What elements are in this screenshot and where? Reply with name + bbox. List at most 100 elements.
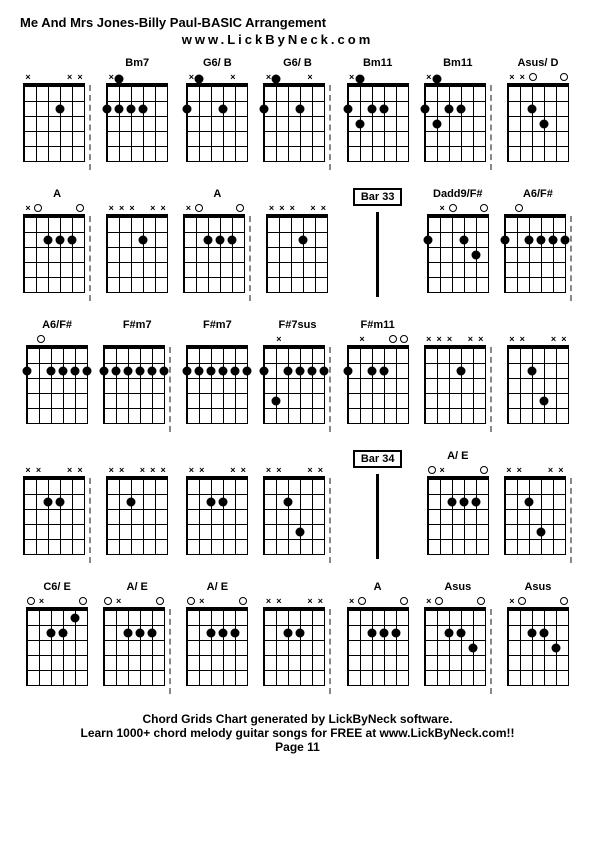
chord-chart-container: ×××Bm7×G6/ B××G6/ B××Bm11×Bm11×Asus/ D××… xyxy=(20,57,575,694)
fretboard xyxy=(504,476,566,555)
string-marker xyxy=(400,597,408,607)
finger-dot xyxy=(183,104,192,113)
string-marker xyxy=(296,335,304,345)
finger-dot xyxy=(456,628,465,637)
string-markers: ×××× xyxy=(263,597,325,607)
chord-diagram: × xyxy=(23,204,85,293)
finger-dot xyxy=(148,366,157,375)
string-marker xyxy=(469,204,477,214)
phrase-separator xyxy=(249,216,251,301)
string-marker xyxy=(428,466,436,476)
finger-dot xyxy=(195,74,204,83)
chord-diagram: ×××× xyxy=(263,597,325,686)
string-marker: × xyxy=(348,597,356,607)
chord-diagram: ×××× xyxy=(186,466,248,555)
phrase-separator xyxy=(490,85,492,170)
fretboard xyxy=(26,345,88,424)
finger-dot xyxy=(296,104,305,113)
finger-dot xyxy=(355,119,364,128)
phrase-separator xyxy=(329,85,331,170)
chord-cell: A/ E× xyxy=(180,581,254,694)
chord-diagram: ××××× xyxy=(266,204,328,293)
string-marker: × xyxy=(446,335,454,345)
string-marker xyxy=(466,73,474,83)
finger-dot xyxy=(355,74,364,83)
string-marker xyxy=(208,335,216,345)
phrase-separator xyxy=(89,216,91,301)
string-marker xyxy=(146,335,154,345)
chord-cell: ××××× xyxy=(260,188,334,301)
finger-dot xyxy=(44,497,53,506)
string-marker xyxy=(296,597,304,607)
phrase-separator xyxy=(570,216,572,301)
string-marker xyxy=(69,597,77,607)
finger-dot xyxy=(47,366,56,375)
string-marker xyxy=(239,73,247,83)
chord-label: A/ E xyxy=(207,581,228,595)
chord-cell: G6/ B×× xyxy=(180,57,254,170)
phrase-separator xyxy=(329,478,331,563)
string-marker xyxy=(34,73,42,83)
phrase-separator xyxy=(570,478,572,563)
string-marker xyxy=(446,597,454,607)
phrase-separator xyxy=(89,85,91,170)
string-marker: × xyxy=(477,335,485,345)
finger-dot xyxy=(471,250,480,259)
chord-row: ×××Bm7×G6/ B××G6/ B××Bm11×Bm11×Asus/ D×× xyxy=(20,57,575,170)
finger-dot xyxy=(444,104,453,113)
finger-dot xyxy=(527,104,536,113)
finger-dot xyxy=(136,628,145,637)
string-marker: × xyxy=(306,597,314,607)
chord-cell: F#7sus× xyxy=(260,319,334,432)
finger-dot xyxy=(539,628,548,637)
string-marker xyxy=(466,597,474,607)
finger-dot xyxy=(560,235,569,244)
chord-cell: A× xyxy=(341,581,415,694)
finger-dot xyxy=(127,497,136,506)
chord-cell: C6/ E× xyxy=(20,581,94,694)
finger-dot xyxy=(432,119,441,128)
finger-dot xyxy=(296,366,305,375)
footer-line2: Learn 1000+ chord melody guitar songs fo… xyxy=(20,726,575,740)
string-marker xyxy=(469,466,477,476)
finger-dot xyxy=(524,235,533,244)
finger-dot xyxy=(284,497,293,506)
string-markers: × xyxy=(507,597,569,607)
string-marker xyxy=(125,335,133,345)
string-markers: × xyxy=(183,204,245,214)
fretboard xyxy=(106,83,168,162)
string-marker xyxy=(529,73,537,83)
string-marker xyxy=(368,73,376,83)
bar-divider xyxy=(376,474,379,559)
finger-dot xyxy=(56,104,65,113)
string-marker: × xyxy=(560,335,568,345)
string-marker: × xyxy=(438,466,446,476)
string-markers: ×××× xyxy=(23,466,85,476)
string-marker: × xyxy=(66,466,74,476)
string-marker xyxy=(389,335,397,345)
string-marker: × xyxy=(198,466,206,476)
finger-dot xyxy=(391,628,400,637)
string-marker xyxy=(45,466,53,476)
chord-diagram: ××××× xyxy=(424,335,486,424)
string-marker: × xyxy=(118,204,126,214)
finger-dot xyxy=(284,628,293,637)
string-markers: ××××× xyxy=(266,204,328,214)
string-marker xyxy=(456,597,464,607)
string-marker xyxy=(400,73,408,83)
string-markers: ×××× xyxy=(507,335,569,345)
string-marker xyxy=(379,597,387,607)
string-markers: × xyxy=(103,597,165,607)
string-marker xyxy=(45,204,53,214)
finger-dot xyxy=(459,497,468,506)
string-markers: ×××× xyxy=(186,466,248,476)
chord-label: C6/ E xyxy=(43,581,71,595)
string-marker xyxy=(379,73,387,83)
fretboard xyxy=(424,607,486,686)
string-markers: ×××× xyxy=(504,466,566,476)
string-marker: × xyxy=(229,73,237,83)
chord-cell: ××× xyxy=(20,57,94,170)
string-marker xyxy=(368,597,376,607)
finger-dot xyxy=(343,366,352,375)
finger-dot xyxy=(379,628,388,637)
